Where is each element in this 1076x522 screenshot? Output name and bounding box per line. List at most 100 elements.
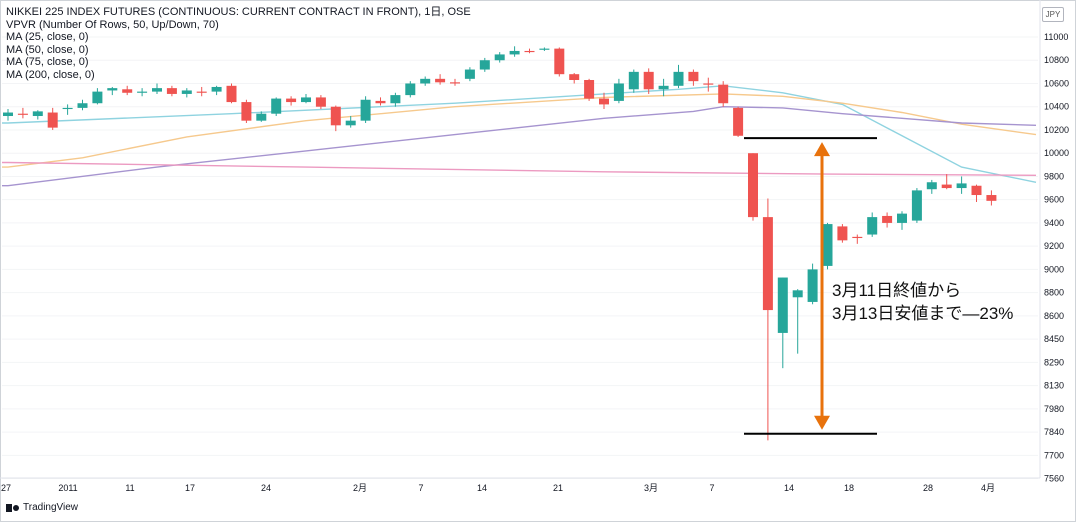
candle bbox=[688, 69, 699, 86]
candle-body bbox=[345, 120, 356, 126]
candle-body bbox=[152, 88, 162, 92]
y-tick-label: 7980 bbox=[1044, 404, 1064, 414]
candle-body bbox=[807, 269, 818, 302]
candle-body bbox=[837, 226, 848, 241]
candle bbox=[271, 97, 282, 117]
candle bbox=[911, 188, 922, 223]
arrow-head-down bbox=[814, 415, 830, 430]
candle-body bbox=[643, 71, 654, 90]
candle bbox=[867, 212, 878, 237]
y-tick-label: 9000 bbox=[1044, 264, 1064, 274]
candle bbox=[584, 78, 595, 101]
level-lines bbox=[744, 137, 877, 435]
x-tick-label: 14 bbox=[477, 483, 487, 493]
candle-body bbox=[375, 100, 386, 104]
y-tick-label: 10000 bbox=[1044, 148, 1069, 158]
chart-legend: NIKKEI 225 INDEX FUTURES (CONTINUOUS: CU… bbox=[6, 6, 471, 82]
candle-body bbox=[956, 183, 967, 189]
candle-body bbox=[196, 91, 207, 93]
legend-title: NIKKEI 225 INDEX FUTURES (CONTINUOUS: CU… bbox=[6, 6, 471, 18]
candle bbox=[554, 47, 565, 77]
candle bbox=[852, 234, 863, 244]
candle bbox=[196, 86, 207, 97]
candle-body bbox=[315, 97, 326, 107]
candle-body bbox=[494, 54, 505, 61]
candle bbox=[539, 47, 550, 51]
candle bbox=[315, 95, 326, 110]
candle bbox=[569, 73, 580, 84]
candle-body bbox=[301, 97, 311, 103]
candle-body bbox=[450, 82, 460, 84]
candle-body bbox=[122, 89, 133, 93]
legend-ma50: MA (50, close, 0) bbox=[6, 43, 89, 56]
candle-body bbox=[971, 185, 982, 196]
candle-body bbox=[181, 90, 192, 94]
axes: 11000 10800 10600 10400 10200 10000 9800 9600 94… bbox=[0, 0, 1069, 493]
tradingview-logo-icon bbox=[6, 503, 20, 512]
x-tick-label: 17 bbox=[185, 483, 195, 493]
x-tick-label: 14 bbox=[784, 483, 794, 493]
candle bbox=[77, 99, 88, 111]
ma-line-25 bbox=[2, 85, 1037, 183]
candle-body bbox=[360, 99, 371, 121]
candle bbox=[941, 174, 952, 190]
candle bbox=[3, 109, 13, 121]
candle bbox=[733, 106, 744, 137]
candle bbox=[658, 78, 669, 97]
x-tick-label: 2月 bbox=[353, 483, 367, 493]
candle-body bbox=[17, 113, 28, 115]
annotation-line-1: 3月11日終値から bbox=[832, 281, 962, 300]
candle-body bbox=[539, 48, 550, 50]
candle-body bbox=[509, 50, 520, 55]
candle-body bbox=[107, 88, 118, 91]
ma-line-200 bbox=[2, 161, 1037, 176]
candle bbox=[256, 111, 267, 122]
y-tick-label: 8290 bbox=[1044, 357, 1064, 367]
candle bbox=[792, 289, 803, 354]
candle bbox=[494, 52, 505, 63]
candle bbox=[450, 78, 460, 86]
candle bbox=[837, 224, 848, 243]
candle-body bbox=[420, 78, 431, 84]
x-tick-label: 2011 bbox=[58, 483, 77, 493]
candle bbox=[748, 153, 758, 221]
currency-badge[interactable]: JPY bbox=[1042, 7, 1064, 22]
candle bbox=[628, 69, 639, 93]
candle bbox=[62, 104, 73, 115]
moving-average-lines bbox=[2, 85, 1037, 187]
candle-body bbox=[166, 88, 177, 94]
candle bbox=[405, 81, 416, 98]
y-tick-label: 10200 bbox=[1044, 125, 1069, 135]
candle bbox=[181, 88, 192, 98]
candle bbox=[17, 107, 28, 119]
candle bbox=[613, 78, 624, 104]
drop-annotation: 3月11日終値から 3月13日安値まで—23% bbox=[832, 279, 1013, 325]
footer-brand-label: TradingView bbox=[23, 502, 79, 513]
y-tick-label: 7700 bbox=[1044, 450, 1064, 460]
x-tick-label: 21 bbox=[553, 483, 563, 493]
annotation-line-2: 3月13日安値まで—23% bbox=[832, 304, 1014, 323]
y-tick-label: 7560 bbox=[1044, 474, 1064, 484]
range-arrow bbox=[814, 142, 830, 430]
candle-body bbox=[62, 107, 73, 110]
candle bbox=[777, 277, 788, 369]
candle-body bbox=[926, 182, 937, 190]
y-tick-label: 10800 bbox=[1044, 55, 1069, 65]
candle bbox=[673, 64, 684, 89]
x-tick-label: 7 bbox=[418, 483, 423, 493]
y-tick-label: 9800 bbox=[1044, 171, 1064, 181]
y-tick-label: 9400 bbox=[1044, 218, 1064, 228]
candle bbox=[286, 96, 297, 106]
candle-body bbox=[897, 213, 907, 223]
candle-body bbox=[792, 290, 803, 298]
candle bbox=[718, 81, 729, 107]
footer-brand[interactable]: TradingView bbox=[6, 502, 78, 513]
candle-body bbox=[777, 277, 788, 333]
candle-body bbox=[569, 74, 580, 80]
candle bbox=[807, 263, 818, 305]
x-tick-label: 4月 bbox=[981, 483, 995, 493]
candle bbox=[464, 67, 475, 82]
candle-body bbox=[673, 71, 684, 86]
